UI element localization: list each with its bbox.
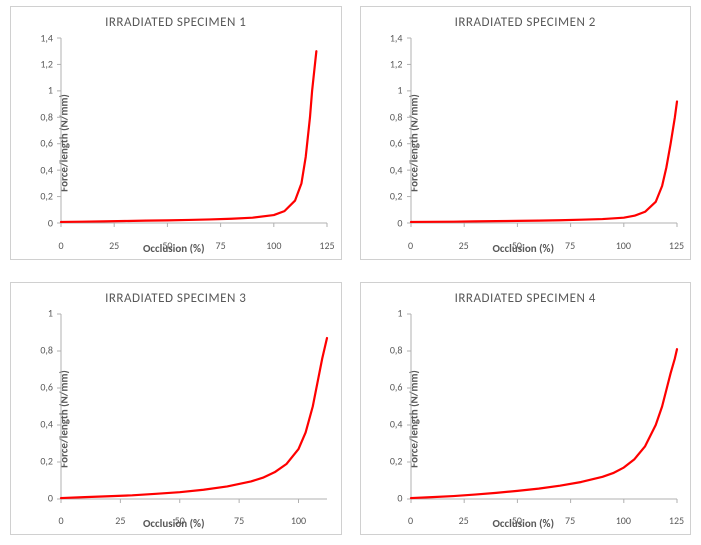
chart-zone: Force/length (N/mm) 00,20,40,60,81025507… <box>17 310 331 529</box>
x-tick-label: 125 <box>669 514 684 527</box>
x-tick-label: 75 <box>216 239 226 252</box>
x-tick-label: 125 <box>669 239 684 252</box>
x-tick-label: 25 <box>459 514 469 527</box>
y-tick-label: 0,4 <box>390 418 403 431</box>
chart-panel-3: IRRADIATED SPECIMEN 3 Force/length (N/mm… <box>10 282 342 536</box>
chart-title: IRRADIATED SPECIMEN 2 <box>361 7 691 32</box>
axes-svg <box>61 38 327 223</box>
y-tick-label: 0,4 <box>40 418 53 431</box>
y-tick-label: 0,8 <box>390 344 403 357</box>
axes-svg <box>411 38 677 223</box>
data-line <box>411 101 677 222</box>
y-tick-label: 1 <box>48 84 53 97</box>
data-line <box>411 349 677 498</box>
y-tick-label: 0,6 <box>40 381 53 394</box>
y-tick-label: 1,4 <box>40 31 53 44</box>
y-tick-label: 0,8 <box>390 110 403 123</box>
y-tick-label: 1 <box>48 307 53 320</box>
y-tick-label: 0 <box>397 492 402 505</box>
x-tick-label: 100 <box>616 514 631 527</box>
y-tick-label: 0,6 <box>390 381 403 394</box>
chart-zone: Force/length (N/mm) 00,20,40,60,811,21,4… <box>17 34 331 253</box>
y-tick-label: 0,6 <box>40 137 53 150</box>
chart-title: IRRADIATED SPECIMEN 4 <box>361 283 691 308</box>
chart-panel-1: IRRADIATED SPECIMEN 1 Force/length (N/mm… <box>10 6 342 260</box>
chart-title: IRRADIATED SPECIMEN 1 <box>11 7 341 32</box>
axes-svg <box>411 314 677 499</box>
y-tick-label: 0 <box>48 216 53 229</box>
x-axis-label: Occlusion (%) <box>492 517 554 530</box>
x-axis-label: Occlusion (%) <box>492 242 554 255</box>
x-tick-label: 100 <box>616 239 631 252</box>
y-tick-label: 0,2 <box>40 455 53 468</box>
plot-area-2: 00,20,40,60,811,21,40255075100125 <box>411 38 677 223</box>
x-tick-label: 0 <box>58 239 63 252</box>
x-tick-label: 100 <box>291 514 306 527</box>
y-tick-label: 0,2 <box>390 190 403 203</box>
y-tick-label: 0,4 <box>40 163 53 176</box>
chart-panel-4: IRRADIATED SPECIMEN 4 Force/length (N/mm… <box>360 282 692 536</box>
plot-area-1: 00,20,40,60,811,21,40255075100125 <box>61 38 327 223</box>
chart-grid: IRRADIATED SPECIMEN 1 Force/length (N/mm… <box>0 0 701 545</box>
chart-panel-2: IRRADIATED SPECIMEN 2 Force/length (N/mm… <box>360 6 692 260</box>
y-tick-label: 0,2 <box>390 455 403 468</box>
x-tick-label: 125 <box>319 239 334 252</box>
y-tick-label: 0,2 <box>40 190 53 203</box>
y-tick-label: 1,2 <box>390 57 403 70</box>
data-line <box>61 51 316 222</box>
x-axis-label: Occlusion (%) <box>143 242 205 255</box>
x-tick-label: 25 <box>459 239 469 252</box>
plot-area-3: 00,20,40,60,810255075100 <box>61 314 327 499</box>
y-tick-label: 0,8 <box>40 344 53 357</box>
x-tick-label: 0 <box>408 514 413 527</box>
chart-zone: Force/length (N/mm) 00,20,40,60,811,21,4… <box>367 34 681 253</box>
y-tick-label: 1 <box>397 307 402 320</box>
y-tick-label: 1,4 <box>390 31 403 44</box>
data-line <box>61 338 327 498</box>
x-tick-label: 25 <box>115 514 125 527</box>
y-tick-label: 0,4 <box>390 163 403 176</box>
x-tick-label: 100 <box>266 239 281 252</box>
x-axis-label: Occlusion (%) <box>143 517 205 530</box>
x-tick-label: 25 <box>109 239 119 252</box>
y-tick-label: 0 <box>48 492 53 505</box>
axes-svg <box>61 314 327 499</box>
x-tick-label: 0 <box>408 239 413 252</box>
x-tick-label: 75 <box>565 239 575 252</box>
chart-title: IRRADIATED SPECIMEN 3 <box>11 283 341 308</box>
y-tick-label: 0,8 <box>40 110 53 123</box>
y-tick-label: 0,6 <box>390 137 403 150</box>
x-tick-label: 75 <box>565 514 575 527</box>
y-tick-label: 1 <box>397 84 402 97</box>
y-tick-label: 0 <box>397 216 402 229</box>
plot-area-4: 00,20,40,60,810255075100125 <box>411 314 677 499</box>
chart-zone: Force/length (N/mm) 00,20,40,60,81025507… <box>367 310 681 529</box>
y-tick-label: 1,2 <box>40 57 53 70</box>
x-tick-label: 75 <box>234 514 244 527</box>
x-tick-label: 0 <box>58 514 63 527</box>
